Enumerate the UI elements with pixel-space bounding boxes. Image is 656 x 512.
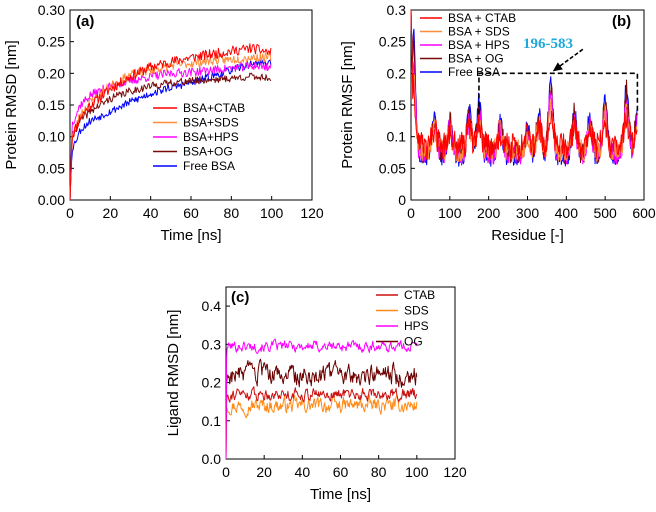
y-tick-label: 0.15 [38, 97, 65, 113]
series-line [225, 386, 418, 460]
legend-label: BSA+OG [183, 145, 233, 159]
series-line [69, 72, 272, 201]
y-tick-label: 0.05 [38, 160, 65, 176]
region-box [478, 72, 639, 115]
panel-c: 0 20 40 60 80 100 120 0.0 0.1 0.2 0.3 0.4 Time [ns] L… [165, 286, 467, 503]
y-tick-label: 0 [398, 192, 406, 208]
x-tick-label: 0 [407, 205, 415, 221]
y-tick-label: 0.25 [38, 34, 65, 50]
x-tick-label: 0 [66, 205, 74, 221]
x-tick-label: 20 [103, 205, 119, 221]
y-axis-label: Protein RMSD [nm] [3, 40, 20, 169]
x-tick-label: 80 [224, 205, 240, 221]
legend-label: BSA + SDS [448, 25, 510, 39]
y-tick-label: 0.0 [202, 451, 222, 467]
x-tick-label: 80 [371, 464, 387, 480]
series-line [410, 9, 638, 161]
x-tick-label: 120 [443, 464, 467, 480]
x-tick-label: 0 [222, 464, 230, 480]
series-line [225, 358, 418, 460]
panel-tag: (c) [231, 289, 249, 306]
y-tick-label: 0.05 [379, 160, 406, 176]
annotation-label: 196-583 [523, 36, 573, 52]
legend-label: HPS [404, 319, 429, 333]
legend-label: BSA + OG [448, 52, 504, 66]
y-tick-label: 0.4 [202, 298, 222, 314]
series-line [225, 338, 418, 460]
x-axis-label: Time [ns] [160, 227, 221, 244]
y-tick-label: 0.1 [387, 129, 407, 145]
legend-label: OG [404, 335, 423, 349]
panel-tag: (a) [76, 13, 94, 30]
legend-label: SDS [404, 304, 429, 318]
x-tick-label: 100 [260, 205, 284, 221]
x-tick-label: 40 [295, 464, 311, 480]
annotation-arrowhead [552, 62, 563, 72]
panel-tag: (b) [612, 13, 631, 30]
y-tick-label: 0.3 [202, 336, 222, 352]
y-tick-label: 0.2 [387, 65, 407, 81]
x-tick-label: 600 [632, 205, 656, 221]
y-tick-label: 0.00 [38, 192, 65, 208]
panel-a: 0 20 40 60 80 100 120 0.00 0.05 0.10 0.15 0.20 0.25 0… [3, 2, 324, 244]
x-tick-label: 100 [438, 205, 462, 221]
legend-label: BSA + HPS [448, 38, 510, 52]
y-tick-label: 0.2 [202, 375, 222, 391]
y-tick-label: 0.3 [387, 2, 407, 18]
x-tick-label: 60 [333, 464, 349, 480]
x-tick-label: 100 [405, 464, 429, 480]
annotation-arrow [556, 48, 584, 69]
panel-b: 0 100 200 300 400 500 600 0 0.05 0.1 0.15 0.2 0.25 0.… [339, 2, 656, 244]
y-axis-label: Ligand RMSD [nm] [165, 310, 182, 437]
legend-label: Free BSA [183, 159, 235, 173]
legend-label: Free BSA [448, 65, 500, 79]
y-tick-label: 0.1 [202, 413, 222, 429]
x-axis-label: Time [ns] [310, 486, 371, 503]
series-line [69, 52, 272, 201]
legend-label: CTAB [404, 288, 435, 302]
legend-label: BSA+HPS [183, 130, 239, 144]
series-line [225, 394, 418, 460]
y-tick-label: 0.30 [38, 2, 65, 18]
x-tick-label: 500 [593, 205, 617, 221]
x-tick-label: 20 [256, 464, 272, 480]
series-line [69, 43, 272, 201]
x-tick-label: 200 [477, 205, 501, 221]
y-tick-label: 0.10 [38, 129, 65, 145]
legend-label: BSA+CTAB [183, 101, 245, 115]
y-axis-label: Protein RMSF [nm] [339, 41, 356, 169]
y-tick-label: 0.20 [38, 65, 65, 81]
legend-label: BSA+SDS [183, 116, 239, 130]
x-tick-label: 120 [300, 205, 324, 221]
x-axis-label: Residue [-] [491, 227, 564, 244]
x-tick-label: 60 [183, 205, 199, 221]
legend-label: BSA + CTAB [448, 11, 516, 25]
x-tick-label: 400 [555, 205, 579, 221]
x-tick-label: 300 [516, 205, 540, 221]
x-tick-label: 40 [143, 205, 159, 221]
y-tick-label: 0.15 [379, 97, 406, 113]
y-tick-label: 0.25 [379, 34, 406, 50]
